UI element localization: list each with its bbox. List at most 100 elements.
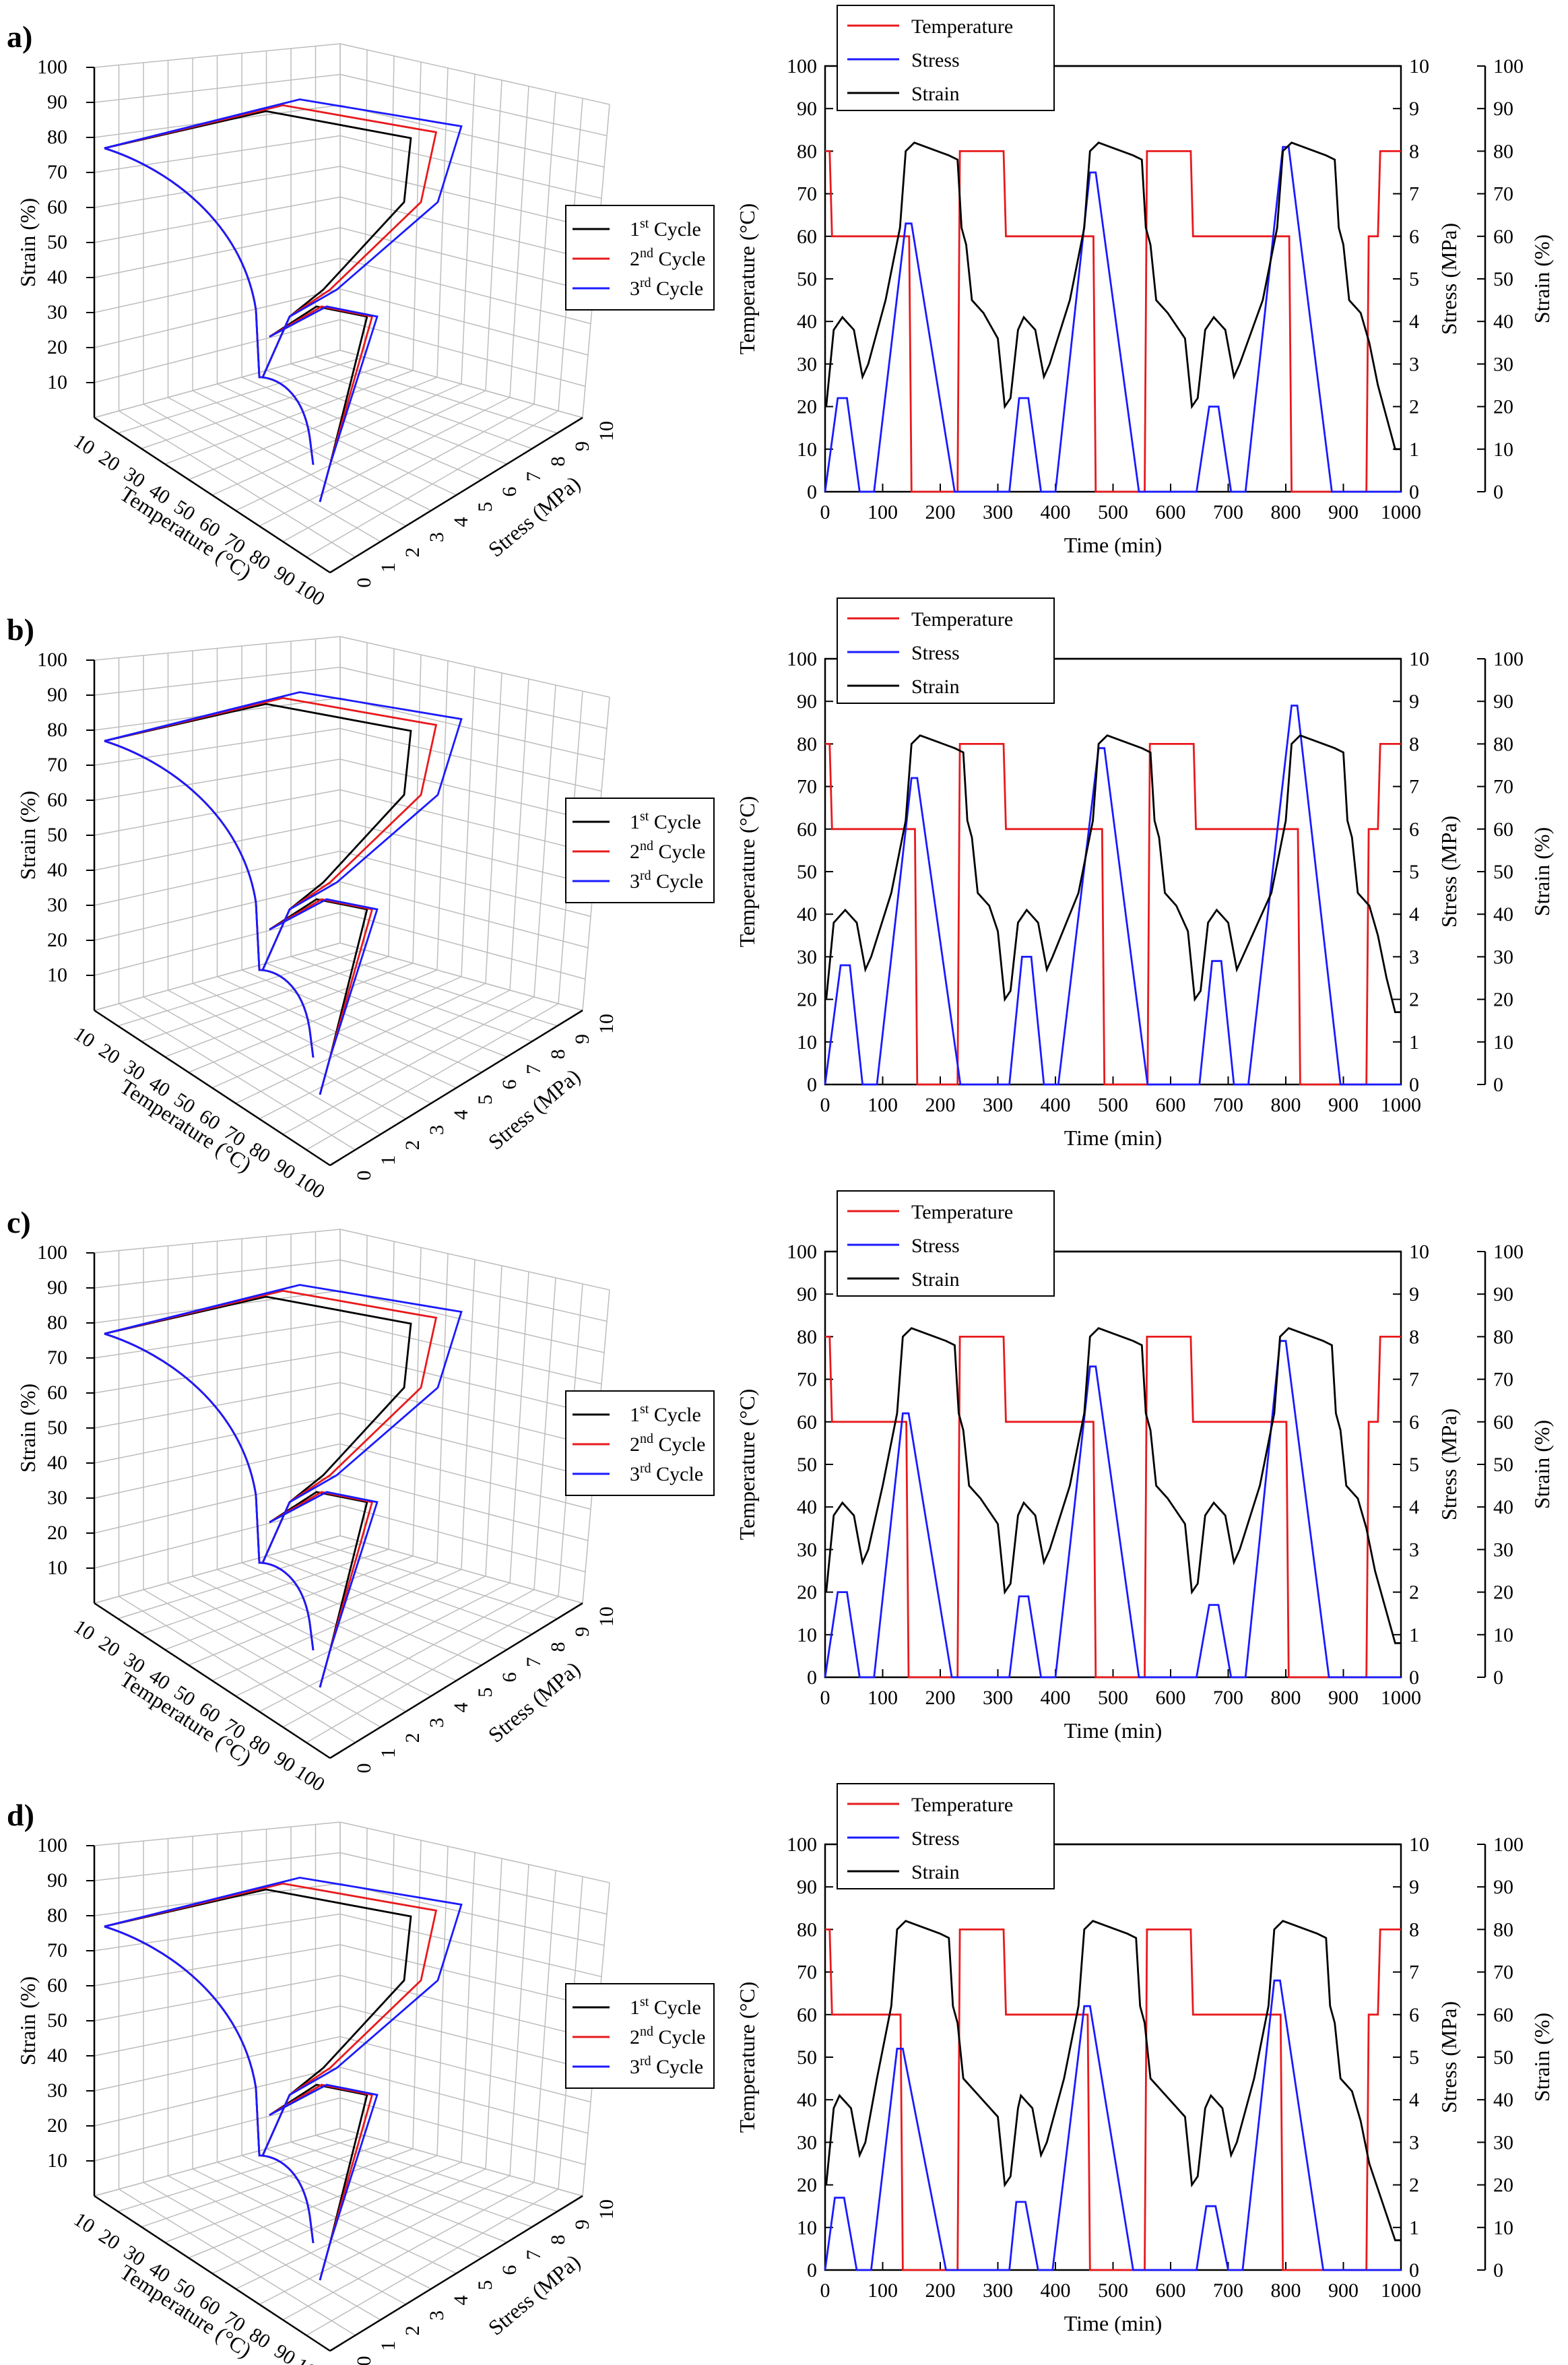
stress-tick-label: 4 xyxy=(450,1703,472,1713)
floor-grid-line xyxy=(282,996,535,1135)
wall-grid-line xyxy=(339,2036,591,2103)
floor-grid-line xyxy=(290,956,533,1042)
stress-series-line xyxy=(824,1340,1401,1679)
stress-tick-label: 9 xyxy=(571,441,593,451)
stress-tick-label: 4 xyxy=(1409,903,1419,926)
x-tick-label: 200 xyxy=(925,2279,956,2302)
strain-tick-label: 90 xyxy=(1493,98,1513,120)
plot-frame xyxy=(824,1250,1402,1679)
temperature-tick-label: 60 xyxy=(797,1411,817,1433)
stress-axis-title: Stress (MPa) xyxy=(1437,1408,1461,1520)
back-wall-right-grid xyxy=(339,43,610,418)
wall-grid-line xyxy=(339,1852,608,1915)
cycle-heating-curve xyxy=(104,1284,463,1563)
stress-tick-label: 1 xyxy=(377,2341,399,2351)
strain-tick-label: 40 xyxy=(47,859,67,881)
temperature-axis-title: Temperature (°C) xyxy=(735,1982,759,2133)
wall-grid-line xyxy=(94,73,341,103)
x-tick-label: 800 xyxy=(1271,1687,1301,1709)
stress-tick-label: 10 xyxy=(1409,55,1429,77)
strain-tick-label: 60 xyxy=(1493,818,1513,841)
stress-tick-label: 8 xyxy=(547,2235,569,2245)
stress-tick-label: 3 xyxy=(1409,2131,1419,2153)
x-tick-label: 0 xyxy=(820,501,830,523)
stress-tick-label: 10 xyxy=(595,2199,618,2220)
strain-tick-label: 10 xyxy=(1493,1624,1513,1646)
strain-tick-label: 20 xyxy=(1493,989,1513,1011)
legend-label: Temperature xyxy=(911,1201,1013,1223)
cycle-cooling-curve xyxy=(104,740,315,1058)
strain-tick-label: 60 xyxy=(1493,2004,1513,2026)
temperature-tick-label: 10 xyxy=(70,430,99,459)
wall-grid-line xyxy=(339,1474,589,1541)
wall-grid-line xyxy=(339,789,597,855)
wall-grid-line xyxy=(94,1821,341,1846)
strain-tick-label: 20 xyxy=(47,336,67,358)
temperature-series-line xyxy=(825,743,1401,1086)
temperature-tick-label: 30 xyxy=(797,353,817,375)
stress-tick-label: 3 xyxy=(426,2310,448,2321)
strain-tick-label: 40 xyxy=(47,1452,67,1474)
x-axis-title: Time (min) xyxy=(1064,1126,1163,1150)
floor-grid-line xyxy=(290,1549,533,1635)
floor-grid-line xyxy=(315,2135,558,2212)
strain-tick-label: 10 xyxy=(1493,2217,1513,2239)
legend-label: Stress xyxy=(911,1827,960,1850)
stress-axis-title: Stress (MPa) xyxy=(484,471,585,561)
stress-series-line xyxy=(824,145,1401,493)
temperature-axis-title: Temperature (°C) xyxy=(735,796,759,948)
x-tick-label: 800 xyxy=(1271,2279,1301,2302)
temperature-tick-label: 30 xyxy=(797,946,817,968)
temperature-tick-label: 80 xyxy=(797,1326,817,1348)
strain-tick-label: 30 xyxy=(47,894,67,916)
stress-tick-label: 8 xyxy=(547,1049,569,1060)
strain-tick-label: 40 xyxy=(47,266,67,288)
x-tick-label: 100 xyxy=(868,1094,898,1116)
strain-tick-label: 70 xyxy=(47,754,67,776)
series-legend: Temperature Stress Strain xyxy=(837,597,1401,704)
temperature-tick-label: 80 xyxy=(797,733,817,755)
cycle-heating-curve xyxy=(104,98,463,378)
legend-label: Stress xyxy=(911,642,960,664)
floor-grid-line xyxy=(241,377,482,480)
wall-grid-line xyxy=(339,911,586,980)
wall-grid-line xyxy=(339,1883,605,1946)
stress-axis-title: Stress (MPa) xyxy=(484,2249,585,2339)
wall-grid-line xyxy=(94,1443,341,1499)
legend-label: Strain xyxy=(911,1861,960,1883)
strain-tick-label: 90 xyxy=(47,1869,67,1891)
temperature-tick-label: 100 xyxy=(787,55,817,77)
wall-grid-line xyxy=(339,1413,594,1479)
x-tick-label: 700 xyxy=(1213,2279,1243,2302)
stress-tick-label: 10 xyxy=(595,1607,618,1627)
temperature-tick-label: 40 xyxy=(797,311,817,333)
temperature-tick-label: 20 xyxy=(797,1582,817,1604)
strain-tick-label: 10 xyxy=(47,964,67,986)
temperature-tick-label: 100 xyxy=(787,1834,817,1856)
stress-tick-label: 0 xyxy=(353,578,375,588)
stress-tick-label: 8 xyxy=(1409,1326,1419,1348)
strain-tick-label: 80 xyxy=(1493,733,1513,755)
temperature-tick-label: 90 xyxy=(797,1876,817,1898)
stress-tick-label: 0 xyxy=(1409,481,1419,503)
strain-tick-label: 100 xyxy=(1493,648,1524,670)
wall-grid-line xyxy=(94,227,341,278)
stress-tick-label: 2 xyxy=(401,548,424,558)
temperature-tick-label: 20 xyxy=(95,1039,124,1068)
strain-tick-label: 80 xyxy=(1493,1918,1513,1941)
strain-tick-label: 50 xyxy=(47,231,67,253)
strain-tick-label: 0 xyxy=(1493,481,1503,503)
stress-tick-label: 6 xyxy=(498,1673,521,1683)
stress-tick-label: 0 xyxy=(1409,1074,1419,1096)
cycle-legend: 1st Cycle 2nd Cycle 3rd Cycle xyxy=(565,1390,715,1496)
stress-tick-label: 4 xyxy=(1409,2089,1419,2111)
stress-tick-label: 1 xyxy=(377,1748,399,1758)
legend-label: 3rd Cycle xyxy=(630,2054,703,2078)
floor-grid-line xyxy=(266,370,507,465)
floor-grid-line xyxy=(235,983,486,1104)
x-tick-label: 800 xyxy=(1271,501,1301,523)
stress-tick-label: 6 xyxy=(1409,226,1419,248)
wall-grid-line xyxy=(339,1290,605,1353)
x-tick-label: 900 xyxy=(1328,501,1359,523)
temperature-tick-label: 0 xyxy=(807,481,817,503)
